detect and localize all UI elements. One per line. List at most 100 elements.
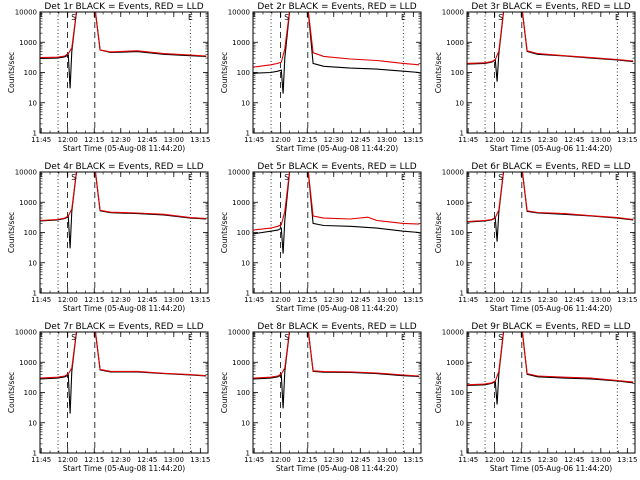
x-tick-label: 11:45 (31, 456, 51, 464)
events-series-line (467, 12, 634, 82)
y-tick-label: 1 (246, 290, 250, 298)
y-tick-label: 1000 (446, 359, 464, 367)
x-axis-label: Start Time (05-Aug-08 11:44:20) (276, 144, 398, 153)
x-tick-label: 12:30 (538, 456, 558, 464)
x-tick-label: 12:30 (111, 136, 131, 144)
detector-panel-3: Det 3r BLACK = Events, RED = LLD Counts/s… (434, 2, 637, 153)
y-tick-label: 1 (460, 290, 464, 298)
y-tick-label: 1000 (19, 359, 37, 367)
y-tick-label: 10 (455, 259, 464, 267)
y-tick-label: 10000 (15, 329, 37, 337)
x-tick-label: 11:45 (244, 456, 264, 464)
annotation-s: S (71, 13, 76, 22)
x-tick-label: 13:15 (190, 456, 210, 464)
x-tick-label: 12:45 (350, 456, 370, 464)
plot-frame (466, 171, 636, 294)
y-tick-label: 10000 (15, 9, 37, 17)
x-tick-label: 12:00 (271, 296, 291, 304)
y-tick-label: 1000 (232, 359, 250, 367)
y-tick-label: 1 (460, 130, 464, 138)
x-tick-label: 13:15 (403, 296, 423, 304)
y-tick-label: 10000 (15, 169, 37, 177)
annotation-s: S (284, 13, 289, 22)
x-tick-label: 12:00 (485, 296, 505, 304)
y-tick-label: 100 (451, 389, 464, 397)
y-tick-label: 10000 (228, 9, 250, 17)
panel-title: Det 7r BLACK = Events, RED = LLD (44, 322, 203, 332)
annotation-s: S (284, 333, 289, 342)
annotation-s: S (71, 173, 76, 182)
x-tick-label: 12:00 (485, 136, 505, 144)
y-tick-label: 100 (237, 229, 250, 237)
x-tick-label: 12:30 (538, 136, 558, 144)
lld-series-line (253, 12, 420, 68)
x-tick-label: 11:45 (31, 296, 51, 304)
annotation-e: E (188, 173, 193, 182)
y-axis-label: Counts/sec (7, 372, 16, 413)
x-tick-label: 11:45 (244, 136, 264, 144)
x-tick-label: 13:15 (190, 296, 210, 304)
detector-panel-2: Det 2r BLACK = Events, RED = LLD Counts/s… (220, 2, 423, 153)
x-tick-label: 12:15 (84, 456, 104, 464)
x-tick-label: 13:00 (164, 296, 184, 304)
x-tick-label: 13:15 (403, 456, 423, 464)
x-axis-label: Start Time (05-Aug-08 11:44:20) (63, 304, 185, 313)
x-axis-label: Start Time (05-Aug-08 11:44:20) (63, 464, 185, 473)
detector-panel-5: Det 5r BLACK = Events, RED = LLD Counts/s… (220, 162, 423, 313)
y-tick-label: 10 (28, 259, 37, 267)
x-tick-label: 13:15 (617, 136, 637, 144)
events-series-line (253, 332, 420, 409)
y-axis-label: Counts/sec (220, 372, 229, 413)
panel-title: Det 9r BLACK = Events, RED = LLD (471, 322, 630, 332)
x-tick-label: 12:30 (324, 136, 344, 144)
annotation-e: E (401, 13, 406, 22)
y-axis-label: Counts/sec (220, 52, 229, 93)
panel-title: Det 8r BLACK = Events, RED = LLD (257, 322, 416, 332)
y-tick-label: 100 (237, 69, 250, 77)
x-tick-label: 12:30 (538, 296, 558, 304)
annotation-e: E (401, 333, 406, 342)
x-tick-label: 12:45 (137, 136, 157, 144)
lld-series-line (253, 332, 420, 379)
y-tick-label: 1 (33, 130, 37, 138)
annotation-s: S (498, 333, 503, 342)
annotation-e: E (401, 173, 406, 182)
y-tick-label: 10 (241, 99, 250, 107)
x-tick-label: 12:15 (511, 296, 531, 304)
y-tick-label: 10000 (442, 169, 464, 177)
x-tick-label: 13:00 (164, 456, 184, 464)
lld-series-line (40, 172, 207, 222)
y-tick-label: 1000 (232, 39, 250, 47)
panel-title: Det 3r BLACK = Events, RED = LLD (471, 2, 630, 12)
x-axis-label: Start Time (05-Aug-06 11:44:20) (490, 304, 612, 313)
lld-series-line (467, 12, 634, 64)
x-tick-label: 12:45 (137, 296, 157, 304)
events-series-line (253, 12, 420, 94)
x-axis-label: Start Time (05-Aug-08 11:44:20) (63, 144, 185, 153)
x-tick-label: 12:15 (297, 136, 317, 144)
y-tick-label: 100 (24, 229, 37, 237)
annotation-s: S (498, 13, 503, 22)
annotation-e: E (615, 173, 620, 182)
y-tick-label: 10 (455, 99, 464, 107)
panel-title: Det 6r BLACK = Events, RED = LLD (471, 162, 630, 172)
y-tick-label: 10 (455, 419, 464, 427)
x-tick-label: 13:00 (591, 136, 611, 144)
lld-series-line (40, 12, 207, 59)
y-tick-label: 1 (246, 450, 250, 458)
events-series-line (40, 12, 207, 89)
y-tick-label: 10000 (228, 329, 250, 337)
y-tick-label: 1 (246, 130, 250, 138)
y-tick-label: 1000 (446, 39, 464, 47)
x-tick-label: 12:15 (511, 456, 531, 464)
x-tick-label: 12:00 (485, 456, 505, 464)
y-axis-label: Counts/sec (220, 212, 229, 253)
x-tick-label: 13:00 (377, 136, 397, 144)
y-axis-label: Counts/sec (7, 52, 16, 93)
events-series-line (467, 332, 634, 405)
x-tick-label: 13:15 (403, 136, 423, 144)
panel-title: Det 1r BLACK = Events, RED = LLD (44, 2, 203, 12)
x-tick-label: 12:45 (137, 456, 157, 464)
annotation-e: E (615, 13, 620, 22)
x-tick-label: 12:45 (564, 296, 584, 304)
